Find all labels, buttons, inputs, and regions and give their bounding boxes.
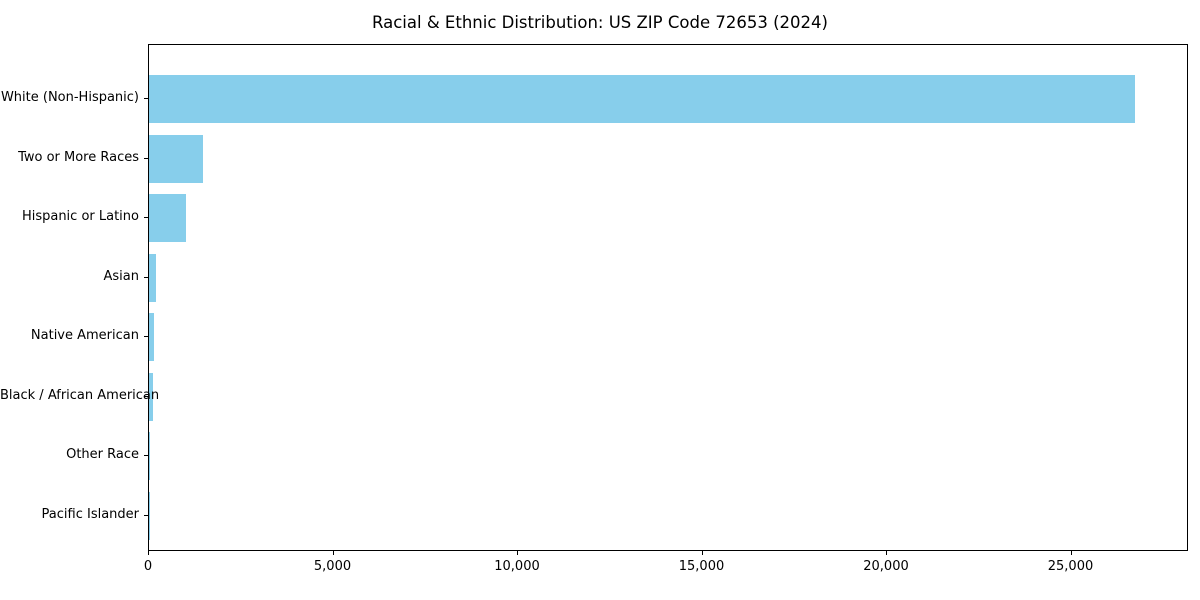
bar <box>149 194 186 242</box>
x-tick-mark <box>1070 551 1072 555</box>
y-tick-label: Native American <box>30 328 139 343</box>
y-tick-mark <box>144 455 148 456</box>
bar <box>149 372 154 421</box>
x-tick-mark <box>332 551 334 555</box>
plot-area <box>148 44 1188 551</box>
x-tick-mark <box>886 551 887 555</box>
y-tick-mark <box>144 276 148 278</box>
bar <box>149 253 156 302</box>
y-tick-mark <box>144 336 148 337</box>
chart-title: Racial & Ethnic Distribution: US ZIP Cod… <box>372 13 828 32</box>
bar <box>149 432 150 480</box>
bar <box>149 134 203 183</box>
x-tick-mark <box>148 551 149 555</box>
x-tick-mark <box>701 551 703 555</box>
y-tick-label: White (Non-Hispanic) <box>0 90 139 105</box>
x-tick-label: 15,000 <box>678 559 725 574</box>
bar <box>149 75 1136 123</box>
x-tick-label: 0 <box>143 559 153 574</box>
x-tick-label: 20,000 <box>863 559 909 574</box>
x-tick-label: 10,000 <box>494 559 540 574</box>
y-tick-label: Asian <box>103 268 139 284</box>
y-tick-label: Two or More Races <box>18 149 139 165</box>
y-tick-mark <box>144 217 148 218</box>
y-tick-label: Other Race <box>66 447 139 462</box>
x-tick-mark <box>517 551 518 555</box>
x-tick-label: 25,000 <box>1047 559 1094 574</box>
y-tick-label: Black / African American <box>0 387 160 403</box>
y-tick-label: Pacific Islander <box>41 506 139 522</box>
y-tick-mark <box>144 395 148 397</box>
y-tick-mark <box>144 514 148 516</box>
y-tick-mark <box>144 98 148 99</box>
x-tick-label: 5,000 <box>313 559 352 574</box>
y-tick-mark <box>144 157 148 159</box>
bar <box>149 313 155 361</box>
y-tick-label: Hispanic or Latino <box>21 209 139 224</box>
